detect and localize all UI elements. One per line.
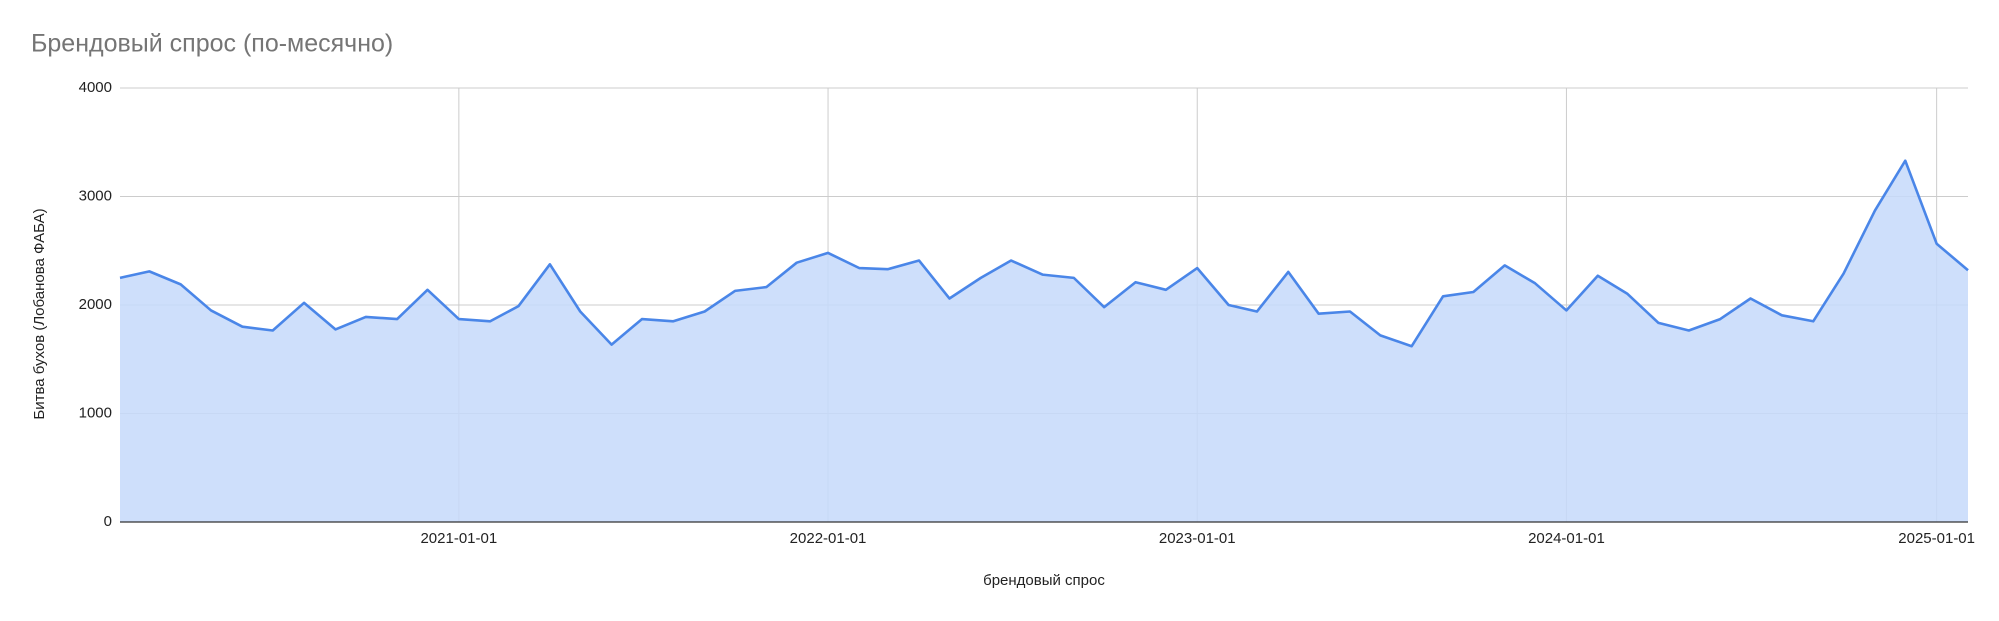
area-line [119,159,1969,348]
x-tick-label: 2022-01-01 [790,530,867,547]
y-tick-label: 0 [104,513,112,530]
x-axis-title: брендовый спрос [983,572,1105,589]
y-tick-label: 4000 [79,79,112,96]
y-tick-label: 2000 [79,296,112,313]
chart-title: Брендовый спрос (по-месячно) [31,30,393,58]
area-fill [120,160,1968,522]
x-tick-label: 2021-01-01 [420,530,497,547]
x-tick-label: 2024-01-01 [1528,530,1605,547]
x-tick-label: 2025-01-01 [1898,530,1975,547]
y-axis-title: Битва бухов (Лобанова ФАБА) [31,208,48,419]
y-tick-label: 1000 [79,404,112,421]
y-tick-label: 3000 [79,187,112,204]
x-tick-label: 2023-01-01 [1159,530,1236,547]
